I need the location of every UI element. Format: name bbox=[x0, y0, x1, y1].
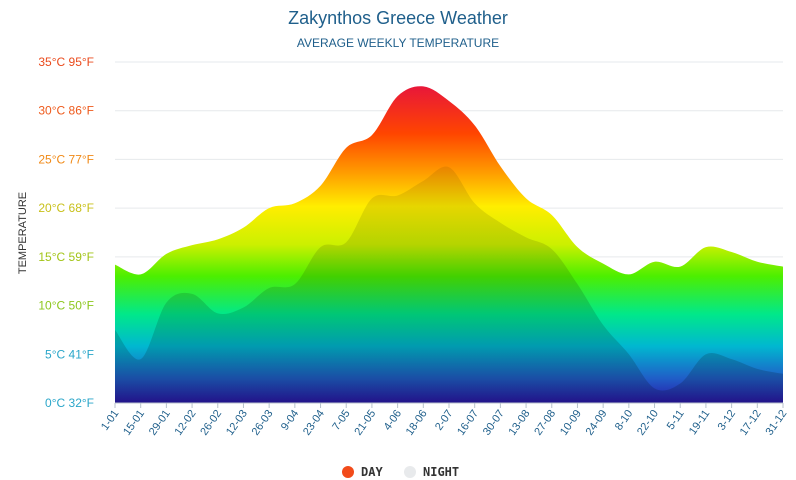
chart-subtitle: AVERAGE WEEKLY TEMPERATURE bbox=[297, 36, 499, 50]
y-tick-label: 30°C 86°F bbox=[38, 104, 94, 118]
x-tick-label: 2-07 bbox=[433, 408, 455, 433]
legend-night-marker bbox=[404, 466, 416, 478]
x-tick-label: 31-12 bbox=[763, 408, 789, 438]
y-axis-title: TEMPERATURE bbox=[17, 192, 29, 274]
legend-night-label: NIGHT bbox=[423, 465, 459, 479]
chart-title: Zakynthos Greece Weather bbox=[288, 8, 508, 28]
x-tick-label: 3-12 bbox=[716, 408, 738, 433]
x-tick-label: 22-10 bbox=[635, 408, 661, 438]
y-tick-label: 0°C 32°F bbox=[45, 396, 94, 410]
x-tick-label: 17-12 bbox=[738, 408, 764, 438]
x-tick-label: 30-07 bbox=[481, 408, 507, 438]
x-tick-label: 13-08 bbox=[507, 408, 533, 438]
y-tick-label: 20°C 68°F bbox=[38, 201, 94, 215]
x-tick-label: 12-03 bbox=[224, 408, 250, 438]
x-tick-label: 10-09 bbox=[558, 408, 584, 438]
x-tick-label: 26-03 bbox=[250, 408, 276, 438]
x-tick-label: 24-09 bbox=[584, 408, 610, 438]
x-tick-label: 7-05 bbox=[330, 408, 352, 433]
y-tick-label: 10°C 50°F bbox=[38, 299, 94, 313]
legend-day-marker bbox=[342, 466, 354, 478]
x-tick-label: 4-06 bbox=[382, 408, 404, 433]
y-tick-label: 35°C 95°F bbox=[38, 55, 94, 69]
x-tick-label: 19-11 bbox=[687, 408, 713, 437]
y-tick-label: 5°C 41°F bbox=[45, 347, 94, 361]
x-tick-label: 16-07 bbox=[455, 408, 481, 438]
x-tick-label: 18-06 bbox=[404, 408, 430, 438]
x-tick-label: 15-01 bbox=[121, 408, 147, 438]
x-tick-label: 26-02 bbox=[198, 408, 224, 438]
legend-item-night[interactable]: NIGHT bbox=[404, 465, 459, 479]
x-tick-label: 23-04 bbox=[301, 408, 327, 438]
legend-day-label: DAY bbox=[361, 465, 383, 479]
x-tick-label: 12-02 bbox=[173, 408, 199, 438]
x-tick-label: 5-11 bbox=[665, 408, 687, 432]
x-tick-label: 9-04 bbox=[279, 408, 301, 433]
y-tick-label: 15°C 59°F bbox=[38, 250, 94, 264]
x-tick-label: 21-05 bbox=[352, 408, 378, 438]
y-tick-label: 25°C 77°F bbox=[38, 152, 94, 166]
y-axis-ticks: 0°C 32°F 5°C 41°F 10°C 50°F 15°C 59°F 20°C 6… bbox=[38, 55, 94, 410]
x-tick-label: 29-01 bbox=[147, 408, 173, 438]
night-series-shade bbox=[115, 166, 783, 403]
x-axis-ticks: 1-01 15-01 29-01 12-02 26-02 12-03 26-03 9-04 23… bbox=[99, 403, 789, 438]
x-tick-label: 8-10 bbox=[613, 408, 635, 433]
x-tick-label: 1-01 bbox=[99, 408, 121, 433]
x-tick-label: 27-08 bbox=[532, 408, 558, 438]
legend: DAY NIGHT bbox=[342, 465, 459, 479]
legend-item-day[interactable]: DAY bbox=[342, 465, 383, 479]
